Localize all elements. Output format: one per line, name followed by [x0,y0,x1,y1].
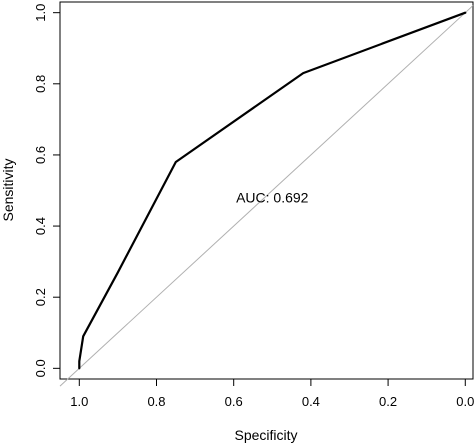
x-tick-label: 0.2 [379,394,397,409]
y-tick-label: 0.2 [33,288,48,306]
x-tick-label: 1.0 [70,394,88,409]
x-axis-label: Specificity [234,427,297,443]
y-tick-label: 0.6 [33,146,48,164]
x-tick-label: 0.0 [456,394,474,409]
roc-curve-line [78,11,467,370]
y-tick-label: 0.0 [33,359,48,377]
reference-diagonal-line [59,5,474,387]
x-tick-label: 0.4 [302,394,320,409]
y-tick-label: 1.0 [33,4,48,22]
x-tick-label: 0.6 [225,394,243,409]
y-axis-label: Sensitivity [0,158,16,221]
auc-annotation: AUC: 0.692 [236,190,309,206]
y-tick-label: 0.4 [33,217,48,235]
y-tick-label: 0.8 [33,75,48,93]
x-tick-label: 0.8 [147,394,165,409]
